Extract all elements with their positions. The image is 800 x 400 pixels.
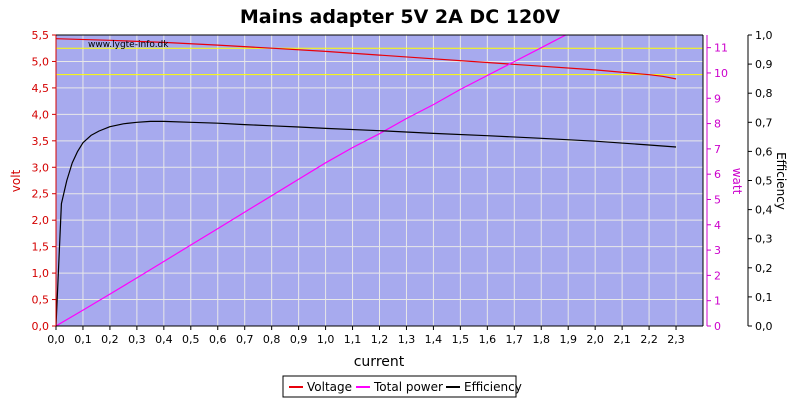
x-tick-label: 0,1: [74, 333, 92, 346]
y-efficiency-tick-label: 0,0: [755, 320, 773, 333]
chart-title: Mains adapter 5V 2A DC 120V: [240, 6, 561, 28]
watermark: www.lygte-info.dk: [88, 40, 169, 50]
x-tick-label: 0,3: [128, 333, 146, 346]
x-tick-label: 2,0: [586, 333, 604, 346]
y-left-tick-label: 5,5: [32, 29, 50, 42]
x-tick-label: 1,1: [344, 333, 362, 346]
series-line-voltage: [56, 38, 677, 80]
y-efficiency-tick-label: 0,9: [755, 58, 773, 71]
watt-axis: 0 1 2 3 4 5 6 7 8 9 10 11: [706, 35, 728, 333]
x-tick-label: 0,6: [209, 333, 227, 346]
y-left-tick-label: 4,0: [32, 108, 50, 121]
y-efficiency-tick-label: 1,0: [755, 29, 773, 42]
x-tick-label: 1,2: [371, 333, 389, 346]
x-tick-label: 1,9: [559, 333, 577, 346]
x-tick-label: 1,7: [506, 333, 524, 346]
y-watt-tick-label: 9: [714, 92, 721, 105]
x-tick-label: 0,4: [155, 333, 173, 346]
x-tick-label: 0,9: [290, 333, 308, 346]
y-left-tick-label: 1,0: [32, 267, 50, 280]
y-watt-tick-label: 2: [714, 269, 721, 282]
y-watt-tick-label: 0: [714, 320, 721, 333]
x-tick-label: 0,5: [182, 333, 200, 346]
y-left-tick-label: 1,5: [32, 241, 50, 254]
efficiency-axis: 0,0 0,1 0,2 0,3 0,4 0,5 0,6 0,7 0,8 0,9 1,0: [747, 29, 773, 333]
x-tick-label: 1,3: [398, 333, 416, 346]
x-tick-label: 1,5: [452, 333, 470, 346]
y-left-tick-label: 3,5: [32, 135, 50, 148]
y-watt-tick-label: 1: [714, 295, 721, 308]
x-tick-label: 0,7: [236, 333, 254, 346]
y-watt-tick-label: 10: [714, 67, 728, 80]
x-axis-label: current: [354, 354, 405, 370]
y-watt-tick-label: 4: [714, 219, 721, 232]
y-efficiency-tick-label: 0,7: [755, 116, 773, 129]
y-watt-tick-label: 6: [714, 168, 721, 181]
y-left-tick-label: 3,0: [32, 161, 50, 174]
series-line-efficiency: [56, 120, 677, 326]
x-tick-label: 1,4: [425, 333, 443, 346]
y-watt-tick-label: 3: [714, 244, 721, 257]
series-line-total-power: [56, 35, 568, 326]
y-right-watt-axis-label: watt: [730, 168, 744, 195]
x-tick-label: 0,2: [101, 333, 119, 346]
y-watt-tick-label: 11: [714, 42, 728, 55]
y-left-tick-label: 2,0: [32, 214, 50, 227]
x-tick-label: 1,0: [317, 333, 335, 346]
y-left-tick-label: 0,5: [32, 294, 50, 307]
reference-lines: [56, 47, 703, 76]
y-left-tick-label: 0,0: [32, 320, 50, 333]
y-efficiency-tick-label: 0,5: [755, 175, 773, 188]
y-efficiency-tick-label: 0,8: [755, 87, 773, 100]
x-tick-label: 2,3: [667, 333, 685, 346]
y-left-axis-label: volt: [9, 169, 23, 192]
y-efficiency-tick-label: 0,3: [755, 233, 773, 246]
y-left-tick-label: 5,0: [32, 55, 50, 68]
y-efficiency-tick-label: 0,6: [755, 145, 773, 158]
grid: [56, 35, 703, 326]
y-efficiency-tick-label: 0,2: [755, 262, 773, 275]
y-left-tick-label: 2,5: [32, 188, 50, 201]
y-watt-tick-label: 8: [714, 118, 721, 131]
y-efficiency-tick-label: 0,1: [755, 291, 773, 304]
left-axis: 0,0 0,5 1,0 1,5 2,0 2,5 3,0 3,5 4,0 4,5 5,0 5,5: [32, 29, 57, 333]
y-right-efficiency-axis-label: Efficiency: [774, 152, 788, 210]
legend-label: Total power: [373, 380, 443, 394]
x-tick-label: 1,8: [533, 333, 551, 346]
y-left-tick-label: 4,5: [32, 82, 50, 95]
x-tick-label: 1,6: [479, 333, 497, 346]
legend-label: Efficiency: [464, 380, 522, 394]
x-tick-label: 2,1: [613, 333, 631, 346]
x-tick-label: 2,2: [640, 333, 658, 346]
legend-box: [282, 375, 517, 398]
y-efficiency-tick-label: 0,4: [755, 204, 773, 217]
legend-label: Voltage: [307, 380, 352, 394]
x-axis: 0,0 0,1 0,2 0,3 0,4 0,5 0,6 0,7 0,8 0,9 1,0 1,1 1,2 1…: [47, 34, 704, 346]
y-watt-tick-label: 5: [714, 193, 721, 206]
series-group: [56, 35, 677, 326]
x-tick-label: 0,0: [47, 333, 65, 346]
legend: Voltage Total power Efficiency: [282, 375, 522, 398]
x-tick-label: 0,8: [263, 333, 281, 346]
y-watt-tick-label: 7: [714, 143, 721, 156]
